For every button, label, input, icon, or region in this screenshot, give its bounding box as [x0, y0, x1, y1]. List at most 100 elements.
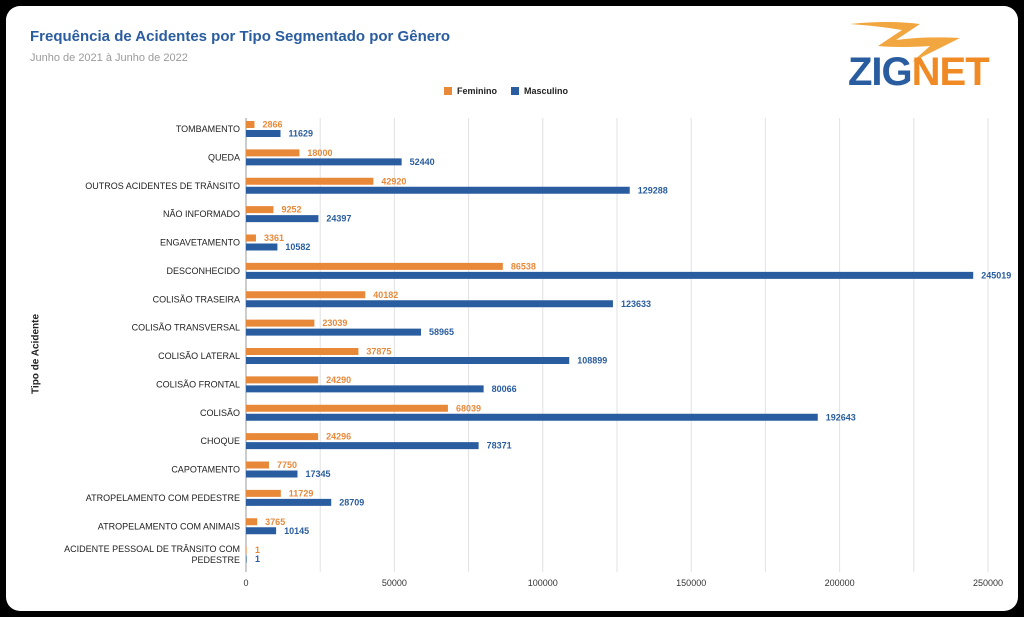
bar-feminino	[246, 518, 258, 526]
bar-feminino	[246, 348, 359, 355]
lightning-bolt-icon	[850, 22, 960, 62]
category-label: COLISÃO TRANSVERSAL	[132, 323, 240, 333]
x-tick-label: 50000	[382, 578, 407, 588]
data-label-feminino: 68039	[456, 403, 481, 413]
data-label-masculino: 78371	[487, 441, 512, 451]
data-label-masculino: 245019	[981, 270, 1011, 280]
data-label-masculino: 1	[255, 554, 260, 564]
x-tick-label: 100000	[528, 578, 558, 588]
bar-masculino	[246, 186, 630, 194]
bar-feminino	[246, 546, 247, 554]
data-label-feminino: 86538	[511, 261, 536, 271]
bar-masculino	[246, 385, 484, 393]
category-label: TOMBAMENTO	[176, 124, 240, 134]
data-label-masculino: 192643	[826, 412, 856, 422]
data-label-feminino: 1	[255, 545, 260, 555]
bar-masculino	[246, 470, 298, 478]
legend-item-masculino: Masculino	[511, 86, 568, 96]
bar-feminino	[246, 319, 315, 327]
x-tick-label: 200000	[825, 578, 855, 588]
bar-feminino	[246, 291, 366, 299]
data-label-masculino: 11629	[289, 129, 314, 139]
category-label: OUTROS ACIDENTES DE TRÂNSITO	[85, 181, 240, 191]
data-label-feminino: 9252	[281, 205, 301, 215]
category-label: DESCONHECIDO	[166, 266, 240, 276]
data-label-masculino: 108899	[577, 356, 607, 366]
legend-swatch-masculino	[511, 87, 519, 95]
logo-part-net: NET	[911, 50, 990, 94]
logo-part-zig: ZIG	[848, 50, 913, 94]
category-label: COLISÃO LATERAL	[158, 351, 240, 361]
bar-masculino	[246, 271, 974, 279]
data-label-feminino: 37875	[366, 347, 391, 357]
bar-feminino	[246, 376, 319, 384]
category-label: COLISÃO FRONTAL	[156, 379, 240, 389]
data-label-feminino: 2866	[263, 120, 283, 130]
category-label: COLISÃO TRASEIRA	[153, 294, 240, 304]
category-label: QUEDA	[208, 152, 240, 162]
data-label-feminino: 23039	[322, 318, 347, 328]
bar-feminino	[246, 461, 270, 469]
data-label-masculino: 17345	[305, 469, 330, 479]
category-label: ATROPELAMENTO COM PEDESTRE	[86, 493, 240, 503]
bar-feminino	[246, 121, 255, 128]
data-label-masculino: 10145	[284, 526, 309, 536]
data-label-feminino: 11729	[289, 488, 314, 498]
data-label-feminino: 42920	[381, 176, 406, 186]
category-label: ACIDENTE PESSOAL DE TRÂNSITO COM PEDESTRE	[64, 544, 240, 565]
bar-masculino	[246, 413, 818, 421]
x-tick-label: 250000	[973, 578, 1003, 588]
data-label-feminino: 3361	[264, 233, 284, 243]
chart-card: Frequência de Acidentes por Tipo Segment…	[6, 6, 1018, 611]
legend-label-feminino: Feminino	[457, 86, 497, 96]
bar-masculino	[246, 555, 247, 563]
bar-masculino	[246, 357, 570, 364]
legend-item-feminino: Feminino	[444, 86, 497, 96]
chart-title: Frequência de Acidentes por Tipo Segment…	[30, 28, 451, 45]
bar-feminino	[246, 489, 281, 497]
data-label-masculino: 28709	[339, 497, 364, 507]
zignet-logo: ZIGNET	[838, 16, 998, 96]
data-label-feminino: 24296	[326, 432, 351, 442]
data-label-masculino: 58965	[429, 327, 454, 337]
data-label-masculino: 24397	[326, 214, 351, 224]
bar-chart: 0 50000 100000 150000 200000 250000 TOMBAMENTO…	[64, 118, 1011, 588]
x-tick-label: 0	[243, 578, 248, 588]
bar-feminino	[246, 149, 300, 157]
category-label: ATROPELAMENTO COM ANIMAIS	[98, 521, 240, 531]
data-label-masculino: 123633	[621, 299, 651, 309]
data-label-masculino: 10582	[285, 242, 310, 252]
data-label-masculino: 80066	[492, 384, 517, 394]
category-label: COLISÃO	[200, 408, 240, 418]
bar-masculino	[246, 527, 277, 535]
bar-feminino	[246, 404, 448, 412]
category-label: ENGAVETAMENTO	[160, 238, 240, 248]
logo-wordmark: ZIGNET	[848, 50, 990, 94]
category-label: NÃO INFORMADO	[163, 209, 240, 219]
category-label: CAPOTAMENTO	[171, 465, 240, 475]
chart-subtitle: Junho de 2021 à Junho de 2022	[30, 52, 188, 64]
data-label-feminino: 24290	[326, 375, 351, 385]
bar-feminino	[246, 433, 319, 441]
data-label-masculino: 52440	[410, 157, 435, 167]
legend-label-masculino: Masculino	[524, 86, 569, 96]
bar-masculino	[246, 442, 479, 450]
chart-legend: Feminino Masculino	[444, 86, 568, 96]
bar-masculino	[246, 243, 278, 251]
bar-masculino	[246, 158, 402, 166]
x-tick-label: 150000	[676, 578, 706, 588]
bar-masculino	[246, 215, 319, 223]
legend-swatch-feminino	[444, 87, 452, 95]
bar-feminino	[246, 234, 256, 242]
bar-masculino	[246, 300, 613, 308]
data-label-feminino: 40182	[373, 290, 398, 300]
data-label-feminino: 3765	[265, 517, 285, 527]
bar-masculino	[246, 130, 281, 137]
bar-feminino	[246, 262, 503, 270]
category-label: CHOQUE	[200, 436, 240, 446]
data-label-masculino: 129288	[638, 185, 668, 195]
data-label-feminino: 18000	[307, 148, 332, 158]
bar-feminino	[246, 206, 274, 214]
data-label-feminino: 7750	[277, 460, 297, 470]
bar-masculino	[246, 328, 422, 336]
